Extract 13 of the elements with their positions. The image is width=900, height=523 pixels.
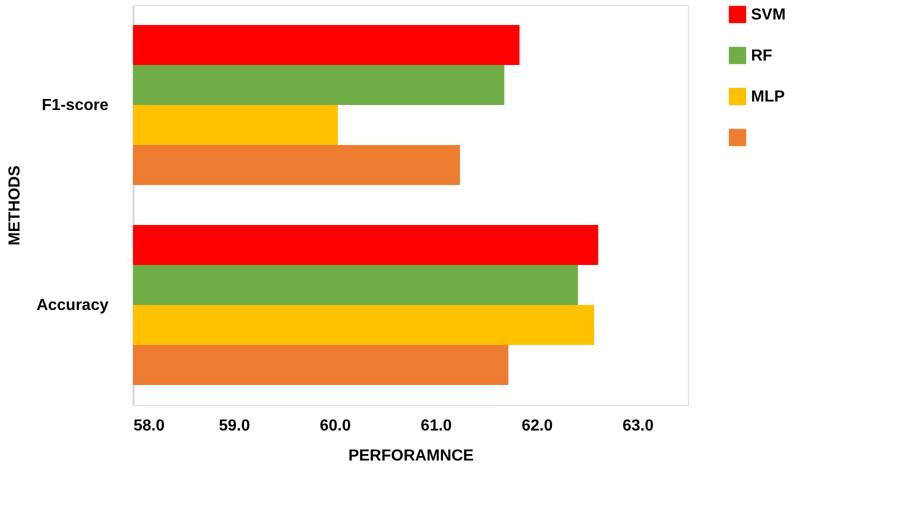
y-tick-label: F1-score (42, 97, 109, 114)
legend-label: SVM (751, 6, 786, 24)
x-tick-label: 59.0 (218, 418, 250, 434)
x-tick-label: 61.0 (420, 418, 452, 434)
x-tick-label: 58.0 (134, 418, 165, 434)
x-tick-label: 62.0 (522, 418, 553, 434)
legend-label: RF (751, 48, 773, 64)
y-tick-label: Accuracy (36, 297, 109, 314)
legend-label: MLP (751, 88, 786, 106)
x-tick-label: 60.0 (320, 418, 351, 434)
x-tick-label: 63.0 (622, 418, 654, 434)
y-axis-title: METHODS (6, 165, 24, 246)
x-axis-title: PERFORAMNCE (348, 448, 474, 464)
